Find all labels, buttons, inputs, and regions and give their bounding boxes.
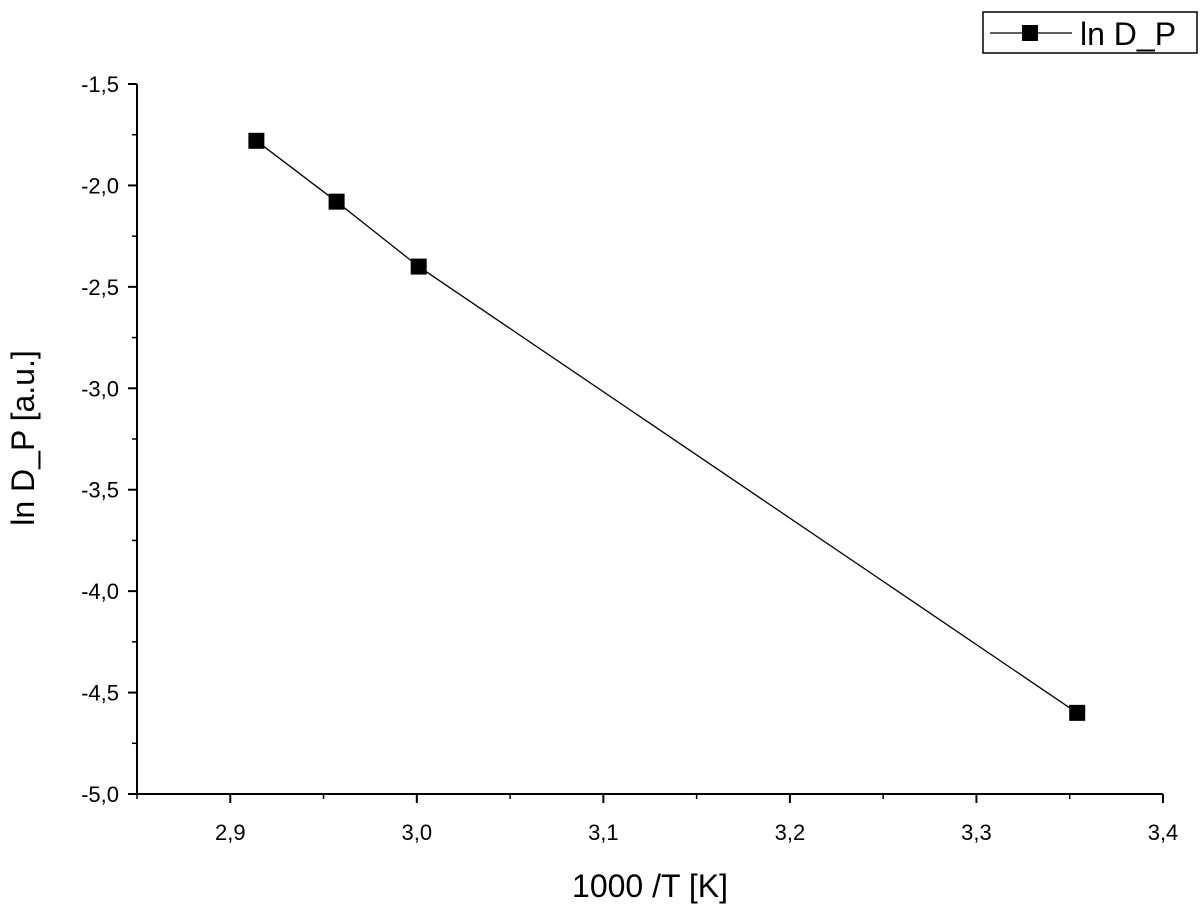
y-tick-label: -2,0 [81, 173, 119, 198]
y-tick-label: -4,5 [81, 681, 119, 706]
x-tick-label: 3,3 [961, 820, 992, 845]
legend-label: ln D_P [1080, 16, 1176, 52]
series-line [256, 140, 1078, 714]
axes [136, 84, 1163, 795]
x-tick-label: 3,0 [402, 820, 433, 845]
y-tick-label: -2,5 [81, 275, 119, 300]
legend-marker-square [1022, 25, 1038, 41]
y-tick-label: -3,5 [81, 478, 119, 503]
data-point [410, 258, 427, 275]
data-point [248, 132, 265, 149]
data-point [1069, 704, 1086, 721]
y-tick-label: -4,0 [81, 579, 119, 604]
y-tick-label: -5,0 [81, 782, 119, 807]
y-tick-label: -1,5 [81, 72, 119, 97]
y-tick-label: -3,0 [81, 376, 119, 401]
x-axis-title: 1000 /T [K] [572, 868, 728, 904]
x-tick-label: 2,9 [215, 820, 246, 845]
x-tick-label: 3,1 [588, 820, 619, 845]
x-tick-label: 3,4 [1148, 820, 1179, 845]
x-tick-label: 3,2 [775, 820, 806, 845]
legend: ln D_P [982, 11, 1198, 54]
y-ticks: -1,5 -2,0 -2,5 -3,0 -3,5 -4,0 -4,5 -5,0 [81, 72, 137, 807]
y-axis-title: ln D_P [a.u.] [5, 350, 41, 526]
x-ticks: 2,9 3,0 3,1 3,2 3,3 3,4 [136, 794, 1179, 845]
data-point [328, 193, 345, 210]
plot-series [248, 132, 1086, 721]
